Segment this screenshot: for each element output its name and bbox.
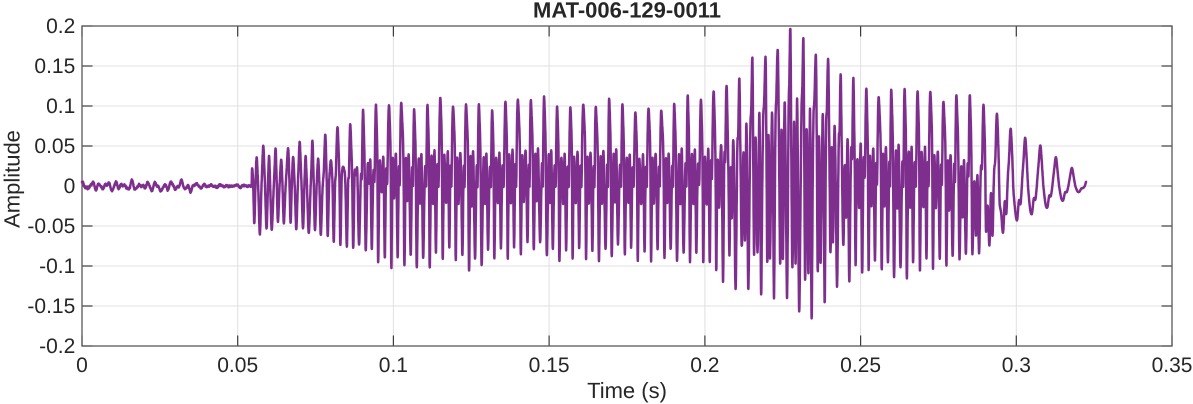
- svg-text:0.2: 0.2: [690, 354, 719, 377]
- svg-text:0.05: 0.05: [34, 135, 75, 158]
- svg-text:0: 0: [64, 175, 76, 198]
- svg-text:-0.1: -0.1: [39, 255, 75, 278]
- svg-text:0.3: 0.3: [1002, 354, 1031, 377]
- svg-text:0.15: 0.15: [529, 354, 570, 377]
- svg-text:-0.15: -0.15: [27, 295, 75, 318]
- svg-text:-0.05: -0.05: [27, 215, 75, 238]
- svg-text:0.05: 0.05: [217, 354, 258, 377]
- svg-text:MAT-006-129-0011: MAT-006-129-0011: [533, 0, 721, 22]
- svg-text:-0.2: -0.2: [39, 335, 75, 358]
- svg-text:Amplitude: Amplitude: [0, 130, 25, 228]
- svg-text:0.35: 0.35: [1152, 354, 1193, 377]
- svg-text:0.1: 0.1: [46, 95, 75, 118]
- svg-text:0: 0: [76, 354, 88, 377]
- svg-text:0.1: 0.1: [379, 354, 408, 377]
- svg-text:0.15: 0.15: [34, 55, 75, 78]
- svg-text:Time (s): Time (s): [587, 378, 667, 403]
- svg-text:0.25: 0.25: [840, 354, 881, 377]
- svg-text:0.2: 0.2: [46, 15, 75, 38]
